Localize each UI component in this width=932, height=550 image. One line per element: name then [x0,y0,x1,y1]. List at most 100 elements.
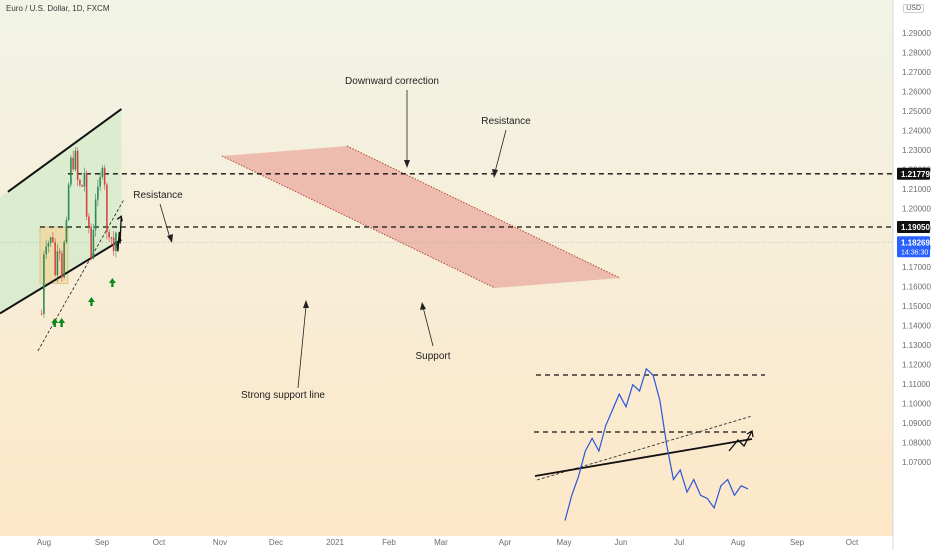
price-axis-label: 1.15000 [902,302,931,311]
time-axis-label: May [556,538,571,547]
time-axis-label: Jun [615,538,628,547]
candle-body [58,251,61,254]
candle-body [76,150,79,180]
candle-body [94,199,97,230]
candle-body [70,157,72,185]
plot-background [0,0,893,536]
price-axis-label: 1.11000 [902,380,931,389]
time-axis-label: Jul [674,538,684,547]
channel-upper-line [7,108,123,193]
time-axis-label: 2021 [326,538,344,547]
price-axis-label: 1.24000 [902,127,931,136]
channel-lower-line [0,238,122,315]
candle-body [54,242,56,276]
candle-body [108,231,110,238]
level-tag-upper: 1.21779 [901,170,930,179]
level-tag-lower-box [897,221,930,234]
candle-body [106,184,108,232]
candle-body [63,242,65,278]
correction-lower-edge [221,155,496,289]
price-axis-label: 1.27000 [902,68,931,77]
candle-body [79,179,81,186]
annotation-arrowhead [167,234,173,243]
time-axis-label: Aug [37,538,51,547]
candle-body [110,237,113,239]
annotation-pointer [494,129,507,173]
level-tag-upper-box [897,167,930,180]
price-axis-label: 1.16000 [902,283,931,292]
time-axis-label: Oct [846,538,859,547]
time-axis-label: Nov [213,538,227,547]
chart-title: Euro / U.S. Dollar, 1D, FXCM [6,4,110,13]
price-axis-label: 1.25000 [902,107,931,116]
candle-body [90,226,92,259]
last-price-tag-box [897,236,930,258]
annotation-label: Resistance [133,190,183,201]
price-axis-label: 1.29000 [902,29,931,38]
inset-price-line [564,367,749,521]
annotation-label: Strong support line [241,390,325,401]
candle-body [65,220,68,243]
price-axis-label: 1.21000 [902,185,931,194]
candle-body [49,237,52,244]
candle-body [52,237,54,243]
candle-body [112,237,115,252]
candle-body [101,167,104,177]
price-axis-label: 1.08000 [902,439,931,448]
up-arrow-icon [58,318,66,327]
price-axis-label: 1.10000 [902,400,931,409]
time-axis-label: Sep [95,538,110,547]
up-arrow-icon [51,318,59,327]
candle-body [99,176,101,187]
candle-body [103,167,106,185]
inset-support-line [534,438,753,477]
up-arrow-icon [87,297,95,306]
price-axis-label: 1.20000 [902,205,931,214]
time-axis-label: Feb [382,538,396,547]
currency-selector[interactable]: USD [903,4,924,13]
candle-body [47,243,50,247]
candle-body [83,172,86,187]
price-axis-label: 1.14000 [902,322,931,331]
annotation-label: Support [415,351,450,362]
candle-body [115,232,117,252]
price-axis-label: 1.13000 [902,341,931,350]
candle-body [85,172,88,217]
annotation-pointer [159,203,171,239]
price-axis-label: 1.17000 [902,263,931,272]
price-axis-label: 1.12000 [902,361,931,370]
candle-body [43,254,45,314]
time-axis-label: Apr [499,538,512,547]
projection-path [116,216,122,252]
correction-channel-fill [222,146,620,288]
annotation-arrowhead [420,302,426,310]
candle-body [56,251,59,276]
candle-body [74,150,77,170]
candles-group [40,147,117,318]
projection-arrowhead [116,215,123,222]
candle-body [72,157,74,170]
price-axis-label: 1.07000 [902,458,931,467]
time-axis-label: Dec [269,538,283,547]
price-axis-panel [893,0,932,550]
time-axis-label: Aug [731,538,745,547]
price-axis-label: 1.26000 [902,88,931,97]
price-axis-label: 1.09000 [902,419,931,428]
up-arrow-icon [108,278,116,287]
inset-projection-arrowhead [746,429,754,438]
time-axis-label: Mar [434,538,448,547]
annotation-arrowhead [492,169,498,178]
annotation-arrowhead [404,160,410,168]
correction-upper-edge [346,145,621,279]
annotation-label: Downward correction [345,76,439,87]
candle-body [67,184,70,221]
last-price-tag: 1.18269 [901,238,930,247]
price-axis-label: 1.28000 [902,49,931,58]
strong-support-line [37,198,125,352]
annotation-pointer [297,305,307,389]
inset-projection-path [728,430,753,452]
time-axis-label: Oct [153,538,166,547]
time-axis-label: Sep [790,538,805,547]
